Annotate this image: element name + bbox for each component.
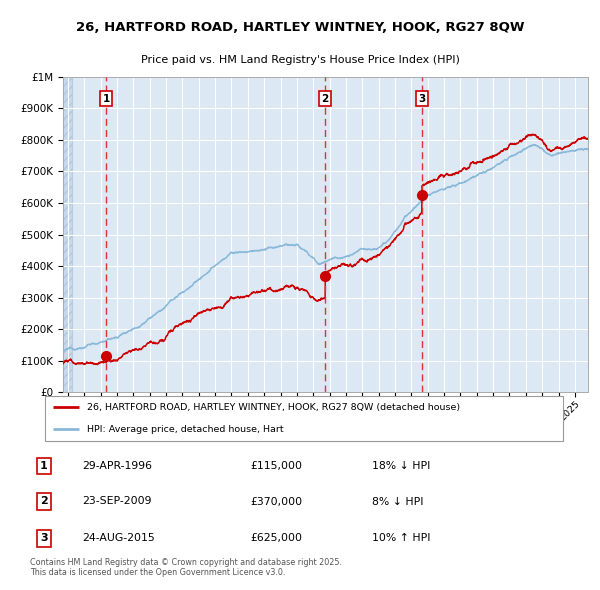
Text: 24-AUG-2015: 24-AUG-2015 <box>82 533 155 543</box>
Text: 2: 2 <box>322 94 329 104</box>
Text: 26, HARTFORD ROAD, HARTLEY WINTNEY, HOOK, RG27 8QW (detached house): 26, HARTFORD ROAD, HARTLEY WINTNEY, HOOK… <box>86 403 460 412</box>
Text: 1: 1 <box>40 461 47 471</box>
Text: £370,000: £370,000 <box>251 497 303 506</box>
Text: 23-SEP-2009: 23-SEP-2009 <box>82 497 152 506</box>
Text: 26, HARTFORD ROAD, HARTLEY WINTNEY, HOOK, RG27 8QW: 26, HARTFORD ROAD, HARTLEY WINTNEY, HOOK… <box>76 21 524 34</box>
Text: £625,000: £625,000 <box>251 533 303 543</box>
Text: £115,000: £115,000 <box>251 461 303 471</box>
Text: 3: 3 <box>418 94 425 104</box>
Text: 8% ↓ HPI: 8% ↓ HPI <box>372 497 424 506</box>
Text: 18% ↓ HPI: 18% ↓ HPI <box>372 461 431 471</box>
Text: HPI: Average price, detached house, Hart: HPI: Average price, detached house, Hart <box>86 425 283 434</box>
Text: 10% ↑ HPI: 10% ↑ HPI <box>372 533 431 543</box>
FancyBboxPatch shape <box>44 396 563 441</box>
Text: Price paid vs. HM Land Registry's House Price Index (HPI): Price paid vs. HM Land Registry's House … <box>140 55 460 65</box>
Text: 29-APR-1996: 29-APR-1996 <box>82 461 152 471</box>
Text: 1: 1 <box>103 94 110 104</box>
Text: 3: 3 <box>40 533 47 543</box>
Text: Contains HM Land Registry data © Crown copyright and database right 2025.
This d: Contains HM Land Registry data © Crown c… <box>30 558 342 577</box>
Text: 2: 2 <box>40 497 47 506</box>
